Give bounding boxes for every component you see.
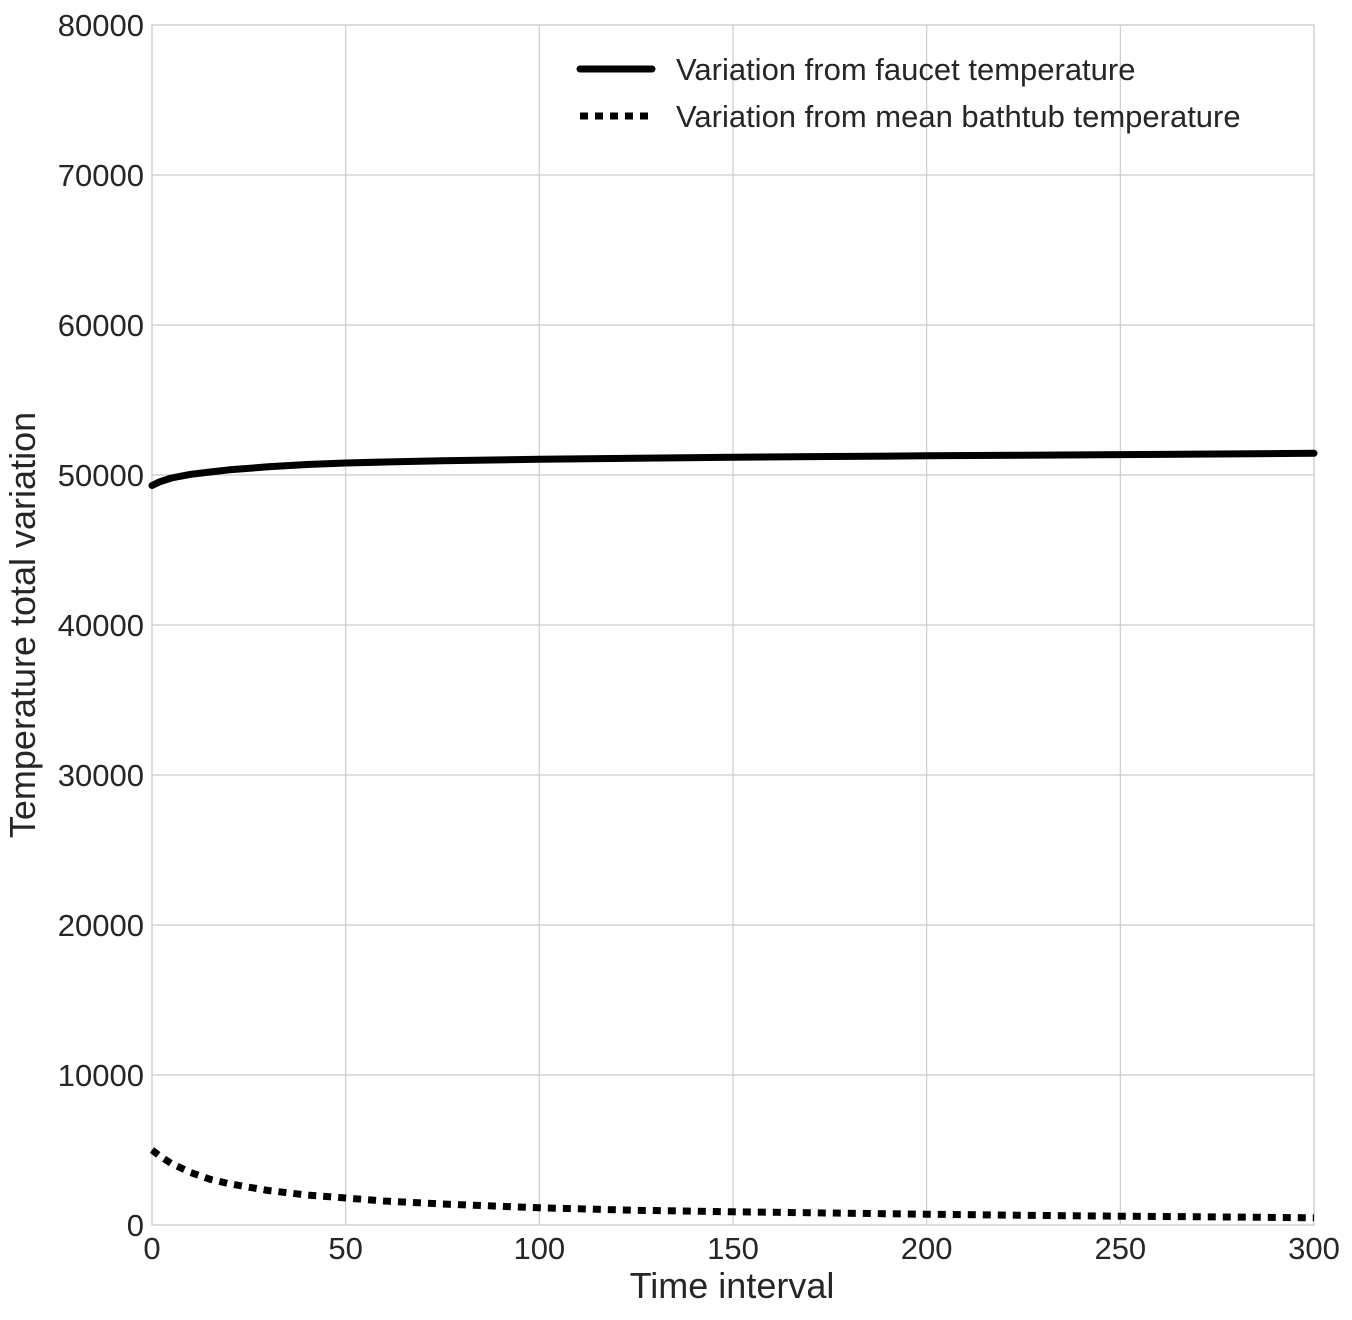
y-tick-label: 30000	[58, 758, 144, 793]
y-tick-label: 20000	[58, 908, 144, 943]
tick-labels: 0 50 100 150 200 250 300 0 10000 20000 30000 40000 5…	[58, 8, 1340, 1266]
x-tick-label: 50	[328, 1231, 362, 1266]
legend: Variation from faucet temperature Variati…	[576, 52, 1241, 134]
y-tick-label: 50000	[58, 458, 144, 493]
legend-label: Variation from faucet temperature	[676, 52, 1135, 87]
series-line-faucet	[148, 449, 1318, 489]
y-axis-title: Temperature total variation	[2, 412, 43, 838]
y-tick-label: 40000	[58, 608, 144, 643]
y-tick-label: 70000	[58, 158, 144, 193]
x-tick-label: 100	[513, 1231, 565, 1266]
x-tick-label: 200	[901, 1231, 953, 1266]
y-tick-label: 0	[127, 1208, 144, 1243]
y-tick-label: 80000	[58, 8, 144, 43]
legend-label: Variation from mean bathtub temperature	[676, 99, 1241, 134]
x-tick-label: 0	[143, 1231, 160, 1266]
series-line-mean-bathtub	[149, 1147, 1315, 1222]
y-tick-label: 10000	[58, 1058, 144, 1093]
series-lines	[148, 449, 1318, 1222]
x-tick-label: 150	[707, 1231, 759, 1266]
x-tick-label: 300	[1288, 1231, 1340, 1266]
y-tick-label: 60000	[58, 308, 144, 343]
x-axis-title: Time interval	[630, 1265, 835, 1306]
x-tick-label: 250	[1094, 1231, 1146, 1266]
grid	[152, 25, 1314, 1225]
plot-frame	[151, 24, 1315, 1226]
